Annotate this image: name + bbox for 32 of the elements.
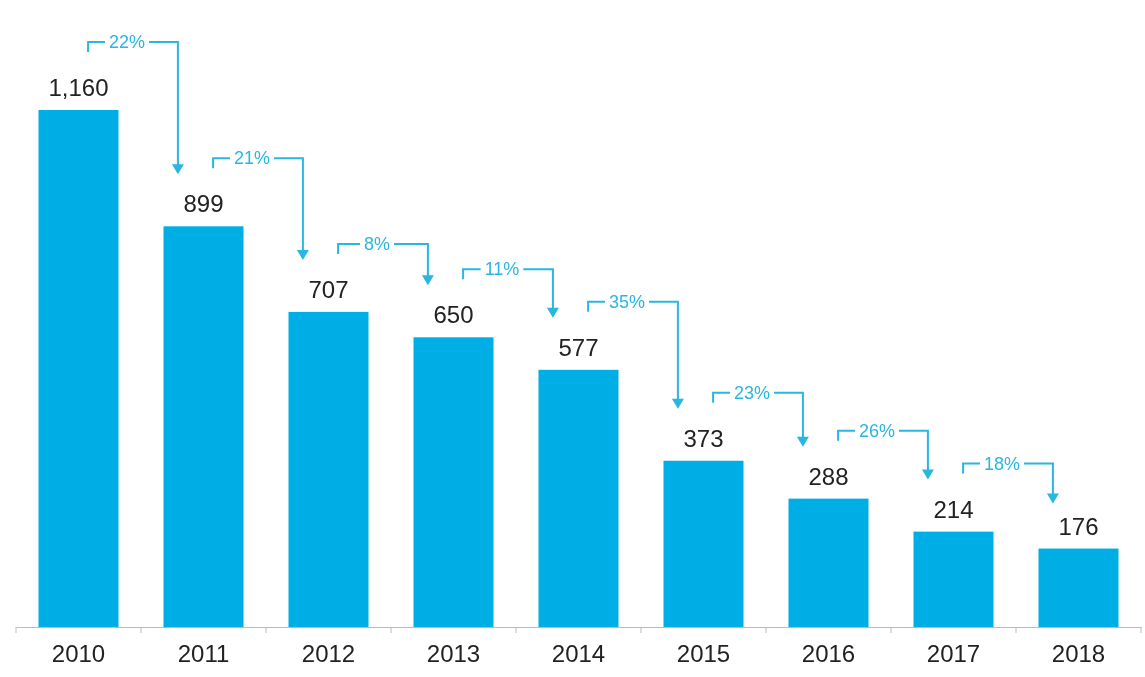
annotation: 23% bbox=[733, 382, 771, 403]
bar bbox=[1038, 548, 1119, 627]
x-tick-label: 2010 bbox=[51, 640, 106, 668]
bar bbox=[663, 460, 744, 627]
x-tick-label: 2011 bbox=[177, 640, 230, 668]
bar bbox=[413, 337, 494, 627]
data-label: 577 bbox=[558, 333, 599, 361]
bar bbox=[788, 498, 869, 627]
data-label: 650 bbox=[433, 301, 474, 329]
bar bbox=[38, 110, 119, 627]
bar bbox=[163, 226, 244, 627]
x-tick-label: 2012 bbox=[301, 640, 356, 668]
annotation: 21% bbox=[233, 148, 271, 169]
annotation: 26% bbox=[858, 420, 896, 441]
annotation: 18% bbox=[983, 453, 1021, 474]
data-label: 899 bbox=[183, 190, 224, 218]
data-label: 288 bbox=[808, 462, 849, 490]
x-tick-label: 2017 bbox=[926, 640, 981, 668]
x-tick-label: 2013 bbox=[426, 640, 481, 668]
data-label: 1,160 bbox=[48, 74, 109, 101]
annotation: 8% bbox=[363, 233, 391, 254]
x-tick-label: 2015 bbox=[676, 640, 731, 668]
x-tick-label: 2018 bbox=[1051, 640, 1106, 668]
bar bbox=[288, 311, 369, 627]
bar bbox=[913, 531, 994, 627]
data-label: 176 bbox=[1058, 512, 1099, 540]
data-label: 373 bbox=[683, 424, 724, 452]
annotation: 35% bbox=[608, 291, 646, 312]
x-tick-label: 2014 bbox=[551, 640, 606, 668]
bar bbox=[538, 369, 619, 627]
annotation: 11% bbox=[484, 259, 520, 280]
x-tick-label: 2016 bbox=[801, 640, 856, 668]
